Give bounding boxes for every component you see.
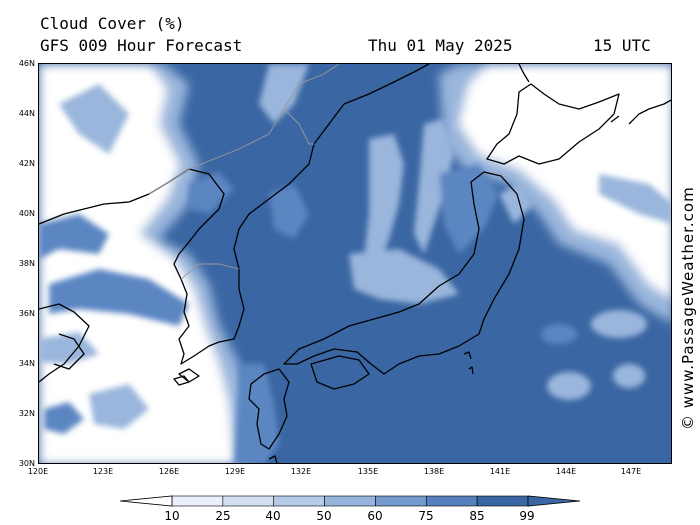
forecast-time: 15 UTC [593,36,651,55]
legend-cell [171,495,224,507]
lat-label-42n: 42N [18,159,35,168]
legend-label: 60 [367,509,383,523]
lat-label-38n: 38N [18,259,35,268]
legend-label: 40 [265,509,281,523]
pacific-cloud-patches [541,310,647,400]
korea-coast [173,103,345,365]
legend-label: 25 [215,509,231,523]
clear-region-northeast [439,64,671,323]
legend-arrow-left [119,495,173,507]
honshu-coast [283,171,525,375]
lon-label-123e: 123E [92,467,114,476]
lon-label-138e: 138E [423,467,445,476]
clear-region-west [39,64,249,463]
cloud-cover-map [38,63,672,464]
cloud-streaks-northeast [499,174,671,224]
lon-label-126e: 126E [158,467,180,476]
lat-label-36n: 36N [18,309,35,318]
credit-text: © www.PassageWeather.com [679,186,697,430]
lon-label-120e: 120E [27,467,49,476]
legend-label: 99 [519,509,535,523]
legend-cell [375,495,427,507]
forecast-date: Thu 01 May 2025 [368,36,513,55]
lon-label-144e: 144E [555,467,577,476]
lat-label-44n: 44N [18,109,35,118]
shikoku-coast [310,355,370,390]
legend-label: 50 [316,509,332,523]
cloud-band-southwest [234,364,279,463]
sea-of-japan-cloud-bands [269,119,499,304]
lat-label-46n: 46N [18,59,35,68]
legend-cell [425,495,478,507]
forecast-subtitle: GFS 009 Hour Forecast [40,36,243,55]
russia-coast [343,64,430,105]
lon-label-129e: 129E [224,467,246,476]
hokkaido-coast [486,83,620,165]
lon-label-132e: 132E [290,467,312,476]
legend-cells [171,495,529,507]
lon-label-135e: 135E [357,467,379,476]
legend-cell [222,495,275,507]
china-coast [39,303,90,383]
legend-label: 75 [418,509,434,523]
legend-cell [324,495,376,507]
lat-label-32n: 32N [18,409,35,418]
lat-label-30n: 30N [18,459,35,468]
legend-arrow-right [527,495,581,507]
legend-colorbar [119,495,581,507]
legend-label: 10 [164,509,180,523]
legend-cell [476,495,529,507]
map-canvas [39,64,671,463]
coastlines [39,64,671,463]
chart-title: Cloud Cover (%) [40,14,185,33]
lon-label-147e: 147E [620,467,642,476]
cloud-streaks-west [39,64,309,434]
lat-label-34n: 34N [18,359,35,368]
legend-cell [273,495,325,507]
country-borders [148,64,340,280]
legend-label: 85 [469,509,485,523]
lat-label-40n: 40N [18,209,35,218]
lon-label-141e: 141E [489,467,511,476]
kyushu-coast [248,368,290,450]
